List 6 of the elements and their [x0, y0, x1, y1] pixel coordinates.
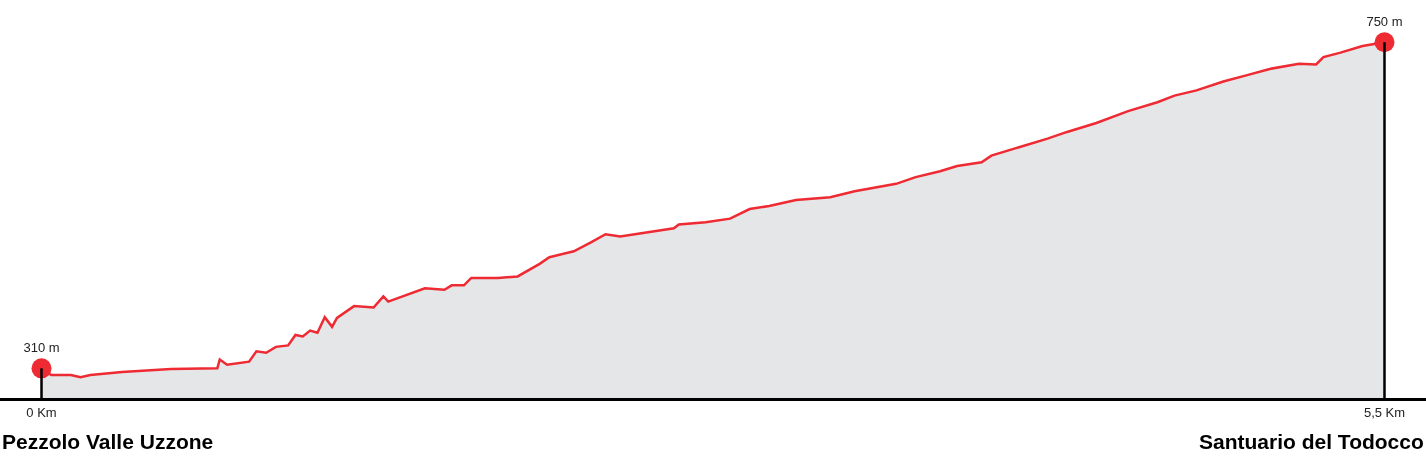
- text: Pezzolo Valle Uzzone: [2, 430, 214, 453]
- x-tick-label: 0 Km: [26, 404, 57, 420]
- x-tick-label: 5,5 Km: [1363, 404, 1406, 420]
- text: Santuario del Todocco: [1199, 430, 1424, 453]
- data-label: 310 m: [23, 339, 60, 355]
- data-label: 750 m: [1366, 13, 1403, 29]
